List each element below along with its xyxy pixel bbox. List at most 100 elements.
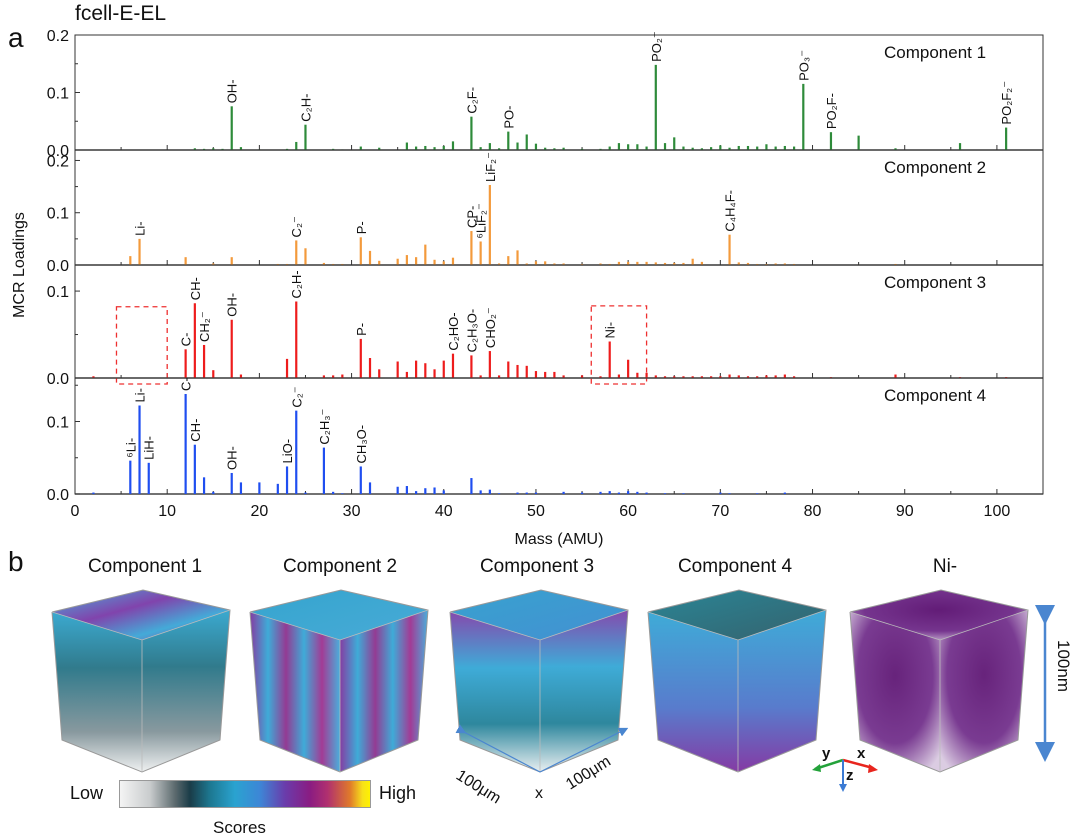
peak-label: LiH- bbox=[142, 436, 157, 460]
peak-label: C₂⁻ bbox=[289, 386, 304, 407]
triad-x-arrowhead bbox=[868, 764, 878, 773]
peak-label: PO₂F- bbox=[824, 93, 839, 129]
cube-left-face bbox=[450, 612, 540, 772]
cube-right-face bbox=[738, 610, 826, 772]
peak-label: PO- bbox=[501, 105, 516, 128]
peak-label: LiF₂⁻ bbox=[483, 152, 498, 182]
x-tick-label: 50 bbox=[527, 503, 545, 520]
panel-b-letter: b bbox=[8, 546, 24, 577]
x-tick-label: 10 bbox=[158, 503, 176, 520]
peak-label: OH- bbox=[225, 446, 240, 470]
panel-1: 0.0 0.1 0.2 OH- C₂H- C₂F- PO- PO₂⁻ PO₃⁻ PO₂F- PO₂F… bbox=[47, 28, 1044, 160]
x-tick-label: 40 bbox=[435, 503, 453, 520]
colorbar-title: Scores bbox=[213, 818, 266, 837]
cube-title-ni: Ni- bbox=[932, 556, 958, 577]
cube-right-face bbox=[940, 610, 1028, 772]
triad-x-label: x bbox=[857, 745, 866, 762]
cube-edges bbox=[647, 609, 827, 772]
triad-z-arrowhead bbox=[839, 784, 847, 792]
peak-label: C₂H₃O- bbox=[464, 309, 479, 353]
colorbar bbox=[119, 780, 371, 808]
y-tick-label: 0.0 bbox=[47, 487, 69, 504]
triad-z-label: z bbox=[846, 767, 854, 784]
peak-label: CP- bbox=[464, 206, 479, 228]
peak-label: PO₃⁻ bbox=[796, 50, 811, 81]
cube-top-face bbox=[52, 590, 230, 640]
peak-label: Li- bbox=[133, 388, 148, 402]
y-tick-label: 0.1 bbox=[47, 415, 69, 432]
cube-edges bbox=[249, 609, 429, 772]
peak-label: OH- bbox=[225, 79, 240, 103]
cube-outline bbox=[449, 589, 629, 773]
panel-a-chart: 0.0 0.1 0.2 OH- C₂H- C₂F- PO- PO₂⁻ PO₃⁻ PO₂F- PO₂F… bbox=[11, 28, 1044, 548]
y-tick-label: 0.1 bbox=[47, 86, 69, 103]
cube-top-face bbox=[250, 590, 428, 640]
cube-outline bbox=[249, 589, 429, 773]
highlight-box bbox=[590, 305, 648, 385]
peak-label: PO₂⁻ bbox=[649, 31, 664, 62]
peak-label: CHO₂⁻ bbox=[483, 307, 498, 348]
peak-label: CH₃O- bbox=[354, 425, 369, 464]
triad-y-label: y bbox=[822, 745, 831, 762]
y-tick-label: 0.1 bbox=[47, 284, 69, 301]
peak-label: C₂⁻ bbox=[289, 216, 304, 237]
peak-label: C₂HO- bbox=[446, 312, 461, 350]
peak-label: Ni- bbox=[603, 322, 618, 339]
volume-cube bbox=[647, 589, 827, 773]
y-tick-label: 0.2 bbox=[47, 28, 69, 45]
highlight-box bbox=[115, 306, 168, 385]
peak-label: PO₂F₂⁻ bbox=[999, 81, 1014, 125]
x-tick-label: 20 bbox=[250, 503, 268, 520]
volume-cube bbox=[51, 589, 231, 773]
component-label: Component 3 bbox=[884, 273, 986, 292]
scale-arrow-right bbox=[539, 727, 629, 773]
y-tick-label: 0.0 bbox=[47, 371, 69, 388]
cube-right-face bbox=[340, 610, 428, 772]
component-label: Component 1 bbox=[884, 43, 986, 62]
peak-label: C₂F- bbox=[464, 87, 479, 114]
scale-arrow-left bbox=[455, 724, 541, 773]
z-scale-label: 100nm bbox=[1054, 640, 1073, 692]
peak-label: CH- bbox=[188, 419, 203, 442]
triad-y-arrowhead bbox=[812, 764, 821, 772]
peak-label: P- bbox=[354, 221, 369, 234]
y-tick-label: 0.0 bbox=[47, 143, 69, 160]
peak-label: P- bbox=[354, 323, 369, 336]
x-tick-label: 100 bbox=[984, 503, 1011, 520]
volume-cube bbox=[849, 589, 1029, 773]
cube-top-face bbox=[450, 590, 628, 640]
scale-label-left: 100μm bbox=[453, 767, 504, 808]
y-tick-label: 0.0 bbox=[47, 258, 69, 275]
panel-a-letter: a bbox=[8, 22, 24, 53]
colorbar-low-label: Low bbox=[70, 783, 104, 803]
y-tick-label: 0.2 bbox=[47, 153, 69, 170]
axis-x-letter: x bbox=[535, 785, 543, 802]
cube-title-component-3: Component 3 bbox=[479, 556, 595, 577]
panel-2: 0.0 0.1 0.2 Li- C₂⁻ P- CP-⁶LiF₂⁻ LiF₂⁻ C₄H₄F- Com… bbox=[47, 149, 1044, 275]
cube-left-face bbox=[52, 612, 142, 772]
peak-label: C₂H- bbox=[298, 94, 313, 122]
x-tick-label: 80 bbox=[804, 503, 822, 520]
x-tick-label: 0 bbox=[71, 503, 80, 520]
cube-left-face bbox=[850, 612, 940, 772]
y-axis-label: MCR Loadings bbox=[11, 212, 28, 318]
x-axis-label: Mass (AMU) bbox=[515, 531, 604, 548]
component-label: Component 2 bbox=[884, 158, 986, 177]
peak-label: C₂H₃⁻ bbox=[317, 409, 332, 445]
peak-label: ⁶Li- bbox=[123, 438, 138, 458]
panel-4: 0.0 0.1 ⁶Li- Li- LiH- C- CH- OH- LiO- C₂⁻ C₂H₃⁻ CH₃… bbox=[47, 377, 1044, 504]
volume-cube bbox=[449, 589, 629, 773]
cube-edges bbox=[849, 609, 1029, 772]
cube-outline bbox=[647, 589, 827, 773]
peak-label: C- bbox=[179, 333, 194, 347]
figure-title: fcell-E-EL bbox=[75, 2, 167, 25]
cube-title-component-1: Component 1 bbox=[87, 556, 203, 577]
peak-label: OH- bbox=[225, 293, 240, 317]
cube-title-component-4: Component 4 bbox=[677, 556, 793, 577]
peak-label: CH₂⁻ bbox=[197, 311, 212, 342]
cube-top-face bbox=[850, 590, 1028, 640]
cube-title-component-2: Component 2 bbox=[282, 556, 398, 577]
x-tick-label: 60 bbox=[619, 503, 637, 520]
cube-right-face bbox=[540, 610, 628, 772]
